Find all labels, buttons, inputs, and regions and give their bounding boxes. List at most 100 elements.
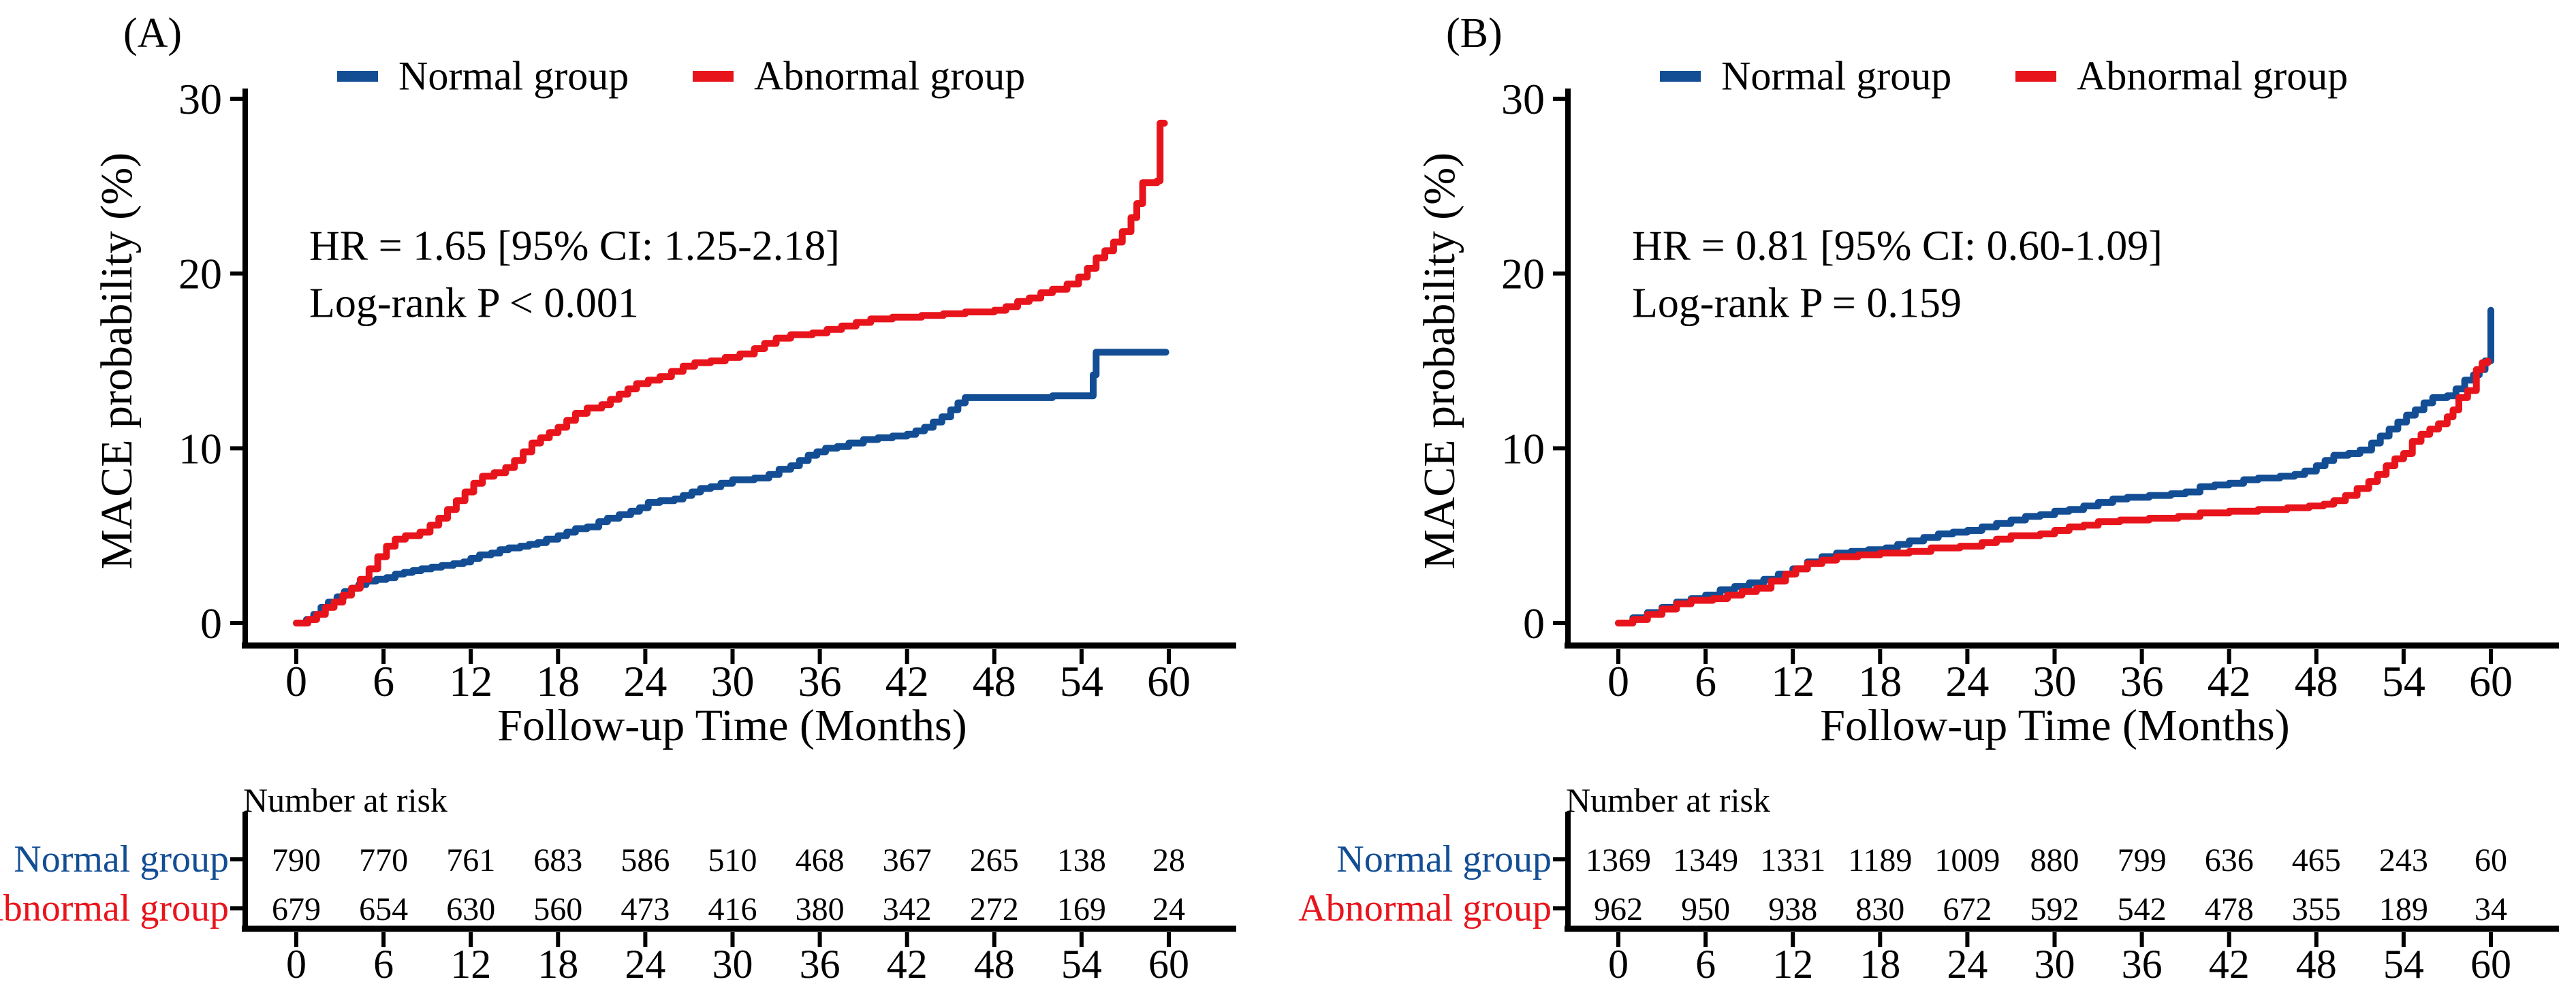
panel-a-risk-x-tick-label: 48 bbox=[974, 942, 1015, 986]
panel-a-x-tick-label: 24 bbox=[623, 657, 667, 705]
panel-a-risk-x-tick-label: 24 bbox=[625, 942, 665, 986]
panel-b-risk-count: 355 bbox=[2292, 891, 2341, 927]
panel-b-risk-label-normal: Normal group bbox=[1336, 838, 1552, 880]
panel-a-logrank-annotation: Log-rank P < 0.001 bbox=[309, 280, 639, 327]
panel-b-letter: (B) bbox=[1446, 10, 1503, 57]
panel-b-risk-x-tick-label: 6 bbox=[1695, 942, 1716, 986]
panel-a-risk-x-tick-label: 6 bbox=[373, 942, 394, 986]
panel-b-y-tick-label: 20 bbox=[1501, 250, 1545, 298]
panel-a-risk-x-tick-label: 0 bbox=[286, 942, 307, 986]
panel-b-risk-count: 799 bbox=[2118, 842, 2167, 878]
panel-b-risk-count: 1369 bbox=[1586, 842, 1651, 878]
panel-b-risk-count: 938 bbox=[1768, 891, 1817, 927]
panel-a-risk-count: 468 bbox=[796, 842, 845, 878]
panel-a-x-tick-label: 36 bbox=[798, 657, 842, 705]
panel-b-curve-abnormal bbox=[1615, 357, 2492, 626]
panel-a-risk-count: 761 bbox=[446, 842, 495, 878]
panel-a-x-tick-label: 0 bbox=[285, 657, 307, 705]
panel-a-risk-count: 367 bbox=[883, 842, 932, 878]
panel-b-x-tick-label: 30 bbox=[2033, 657, 2077, 705]
panel-a-risk-count: 560 bbox=[533, 891, 582, 927]
panel-a-x-tick-label: 60 bbox=[1147, 657, 1191, 705]
panel-b-risk-count: 830 bbox=[1855, 891, 1904, 927]
panel-a-y-tick-label: 0 bbox=[200, 599, 222, 648]
panel-b-risk-count: 1009 bbox=[1934, 842, 2000, 878]
panel-b-y-tick-label: 10 bbox=[1501, 424, 1545, 473]
panel-b-risk-count: 1331 bbox=[1760, 842, 1825, 878]
panel-a-risk-count: 342 bbox=[883, 891, 932, 927]
panel-b-x-tick-label: 54 bbox=[2382, 657, 2425, 705]
panel-a-y-tick-label: 10 bbox=[178, 424, 222, 473]
panel-a-x-tick-label: 30 bbox=[711, 657, 755, 705]
panel-a-risk-count: 24 bbox=[1152, 891, 1185, 927]
panel-b-risk-x-tick-label: 18 bbox=[1859, 942, 1900, 986]
panel-a-risk-x-tick-label: 36 bbox=[800, 942, 841, 986]
panel-b-risk-x-tick-label: 42 bbox=[2209, 942, 2250, 986]
panel-a-curve-abnormal bbox=[293, 119, 1168, 626]
panel-b-x-tick-label: 6 bbox=[1695, 657, 1716, 705]
panel-b-risk-x-tick-label: 30 bbox=[2035, 942, 2075, 986]
panel-b-x-tick-label: 24 bbox=[1945, 657, 1989, 705]
panel-a-curve-normal bbox=[293, 349, 1169, 626]
panel-b-legend-swatch-abnormal bbox=[2015, 71, 2056, 82]
panel-a-x-tick-label: 42 bbox=[885, 657, 929, 705]
panel-a-risk-count: 679 bbox=[272, 891, 321, 927]
panel-a-risk-count: 683 bbox=[533, 842, 582, 878]
panel-a-risk-x-tick-label: 18 bbox=[537, 942, 578, 986]
panel-b-risk-x-tick-label: 0 bbox=[1608, 942, 1629, 986]
panel-a-risk-x-tick-label: 42 bbox=[887, 942, 928, 986]
panel-b-curve-normal bbox=[1615, 306, 2494, 626]
panel-b-x-tick-label: 42 bbox=[2208, 657, 2251, 705]
panel-a-risk-x-tick-label: 30 bbox=[712, 942, 753, 986]
panel-b-logrank-annotation: Log-rank P = 0.159 bbox=[1632, 280, 1962, 327]
panel-b-x-tick-label: 12 bbox=[1771, 657, 1815, 705]
panel-a-hr-annotation: HR = 1.65 [95% CI: 1.25-2.18] bbox=[309, 223, 840, 270]
panel-a-risk-x-tick-label: 54 bbox=[1061, 942, 1102, 986]
panel-a-risk-label-normal: Normal group bbox=[14, 838, 229, 880]
panel-a-risk-count: 265 bbox=[970, 842, 1019, 878]
panel-a-risk-count: 272 bbox=[970, 891, 1019, 927]
panel-b-risk-x-tick-label: 54 bbox=[2383, 942, 2424, 986]
panel-a-risk-count: 28 bbox=[1152, 842, 1185, 878]
panel-b-risk-x-tick-label: 36 bbox=[2122, 942, 2163, 986]
panel-a-x-tick-label: 48 bbox=[973, 657, 1016, 705]
panel-b-risk-count: 60 bbox=[2475, 842, 2507, 878]
panel-b-x-axis-title: Follow-up Time (Months) bbox=[1820, 701, 2290, 750]
panel-a-risk-count: 510 bbox=[708, 842, 757, 878]
panel-a-risk-x-tick-label: 60 bbox=[1148, 942, 1189, 986]
panel-a-risk-count: 380 bbox=[796, 891, 845, 927]
panel-a-x-tick-label: 6 bbox=[373, 657, 394, 705]
panel-b-risk-x-tick-label: 60 bbox=[2470, 942, 2511, 986]
panel-b-risk-x-tick-label: 24 bbox=[1947, 942, 1988, 986]
panel-a-letter: (A) bbox=[123, 10, 183, 57]
panel-b-risk-count: 672 bbox=[1943, 891, 1992, 927]
panel-a-y-tick-label: 30 bbox=[178, 75, 222, 123]
panel-b-risk-count: 243 bbox=[2379, 842, 2428, 878]
panel-b-x-tick-label: 0 bbox=[1607, 657, 1629, 705]
panel-b-risk-count: 880 bbox=[2030, 842, 2079, 878]
panel-b-x-tick-label: 36 bbox=[2120, 657, 2164, 705]
panel-a-risk-count: 473 bbox=[621, 891, 670, 927]
panel-b-y-axis-title: MACE probability (%) bbox=[1415, 152, 1464, 570]
panel-a-y-tick-label: 20 bbox=[178, 250, 222, 298]
panel-a-y-axis-title: MACE probability (%) bbox=[92, 152, 142, 570]
panel-a-risk-count: 169 bbox=[1057, 891, 1106, 927]
panel-a-risk-count: 654 bbox=[359, 891, 408, 927]
panel-a-x-tick-label: 12 bbox=[449, 657, 492, 705]
panel-a-risk-x-tick-label: 12 bbox=[450, 942, 491, 986]
panel-a-risk-count: 416 bbox=[708, 891, 757, 927]
panel-b-risk-count: 592 bbox=[2030, 891, 2079, 927]
panel-b-risk-count: 478 bbox=[2205, 891, 2254, 927]
panel-a-legend-swatch-normal bbox=[337, 71, 378, 82]
panel-a-risk-count: 790 bbox=[272, 842, 321, 878]
panel-b-y-tick-label: 0 bbox=[1523, 599, 1545, 648]
panel-b-risk-count: 465 bbox=[2292, 842, 2341, 878]
panel-b-x-tick-label: 18 bbox=[1858, 657, 1902, 705]
panel-b-legend-label-normal: Normal group bbox=[1721, 53, 1952, 99]
panel-a-risk-table-title: Number at risk bbox=[243, 781, 447, 819]
panel-b-risk-count: 189 bbox=[2379, 891, 2428, 927]
panel-b-risk-table-title: Number at risk bbox=[1566, 781, 1770, 819]
panel-b-hr-annotation: HR = 0.81 [95% CI: 0.60-1.09] bbox=[1632, 223, 2163, 270]
panel-a-risk-count: 630 bbox=[446, 891, 495, 927]
